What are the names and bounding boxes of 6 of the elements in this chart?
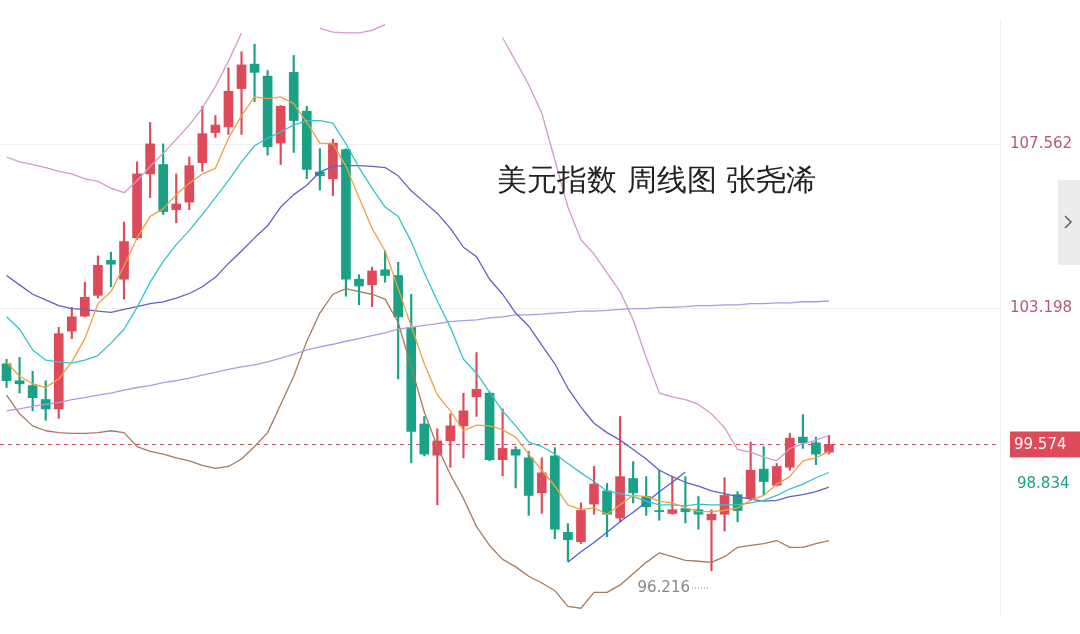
text: 美元指数 周线图 张尧浠 [497, 161, 817, 199]
text: 98.834 [1017, 473, 1070, 492]
annotation: 96.216 [637, 577, 690, 596]
y-tick-label: 103.198 [1010, 298, 1073, 317]
y-tick-label: 107.562 [1010, 134, 1073, 153]
ref-line-label: 99.574 [1014, 435, 1067, 454]
